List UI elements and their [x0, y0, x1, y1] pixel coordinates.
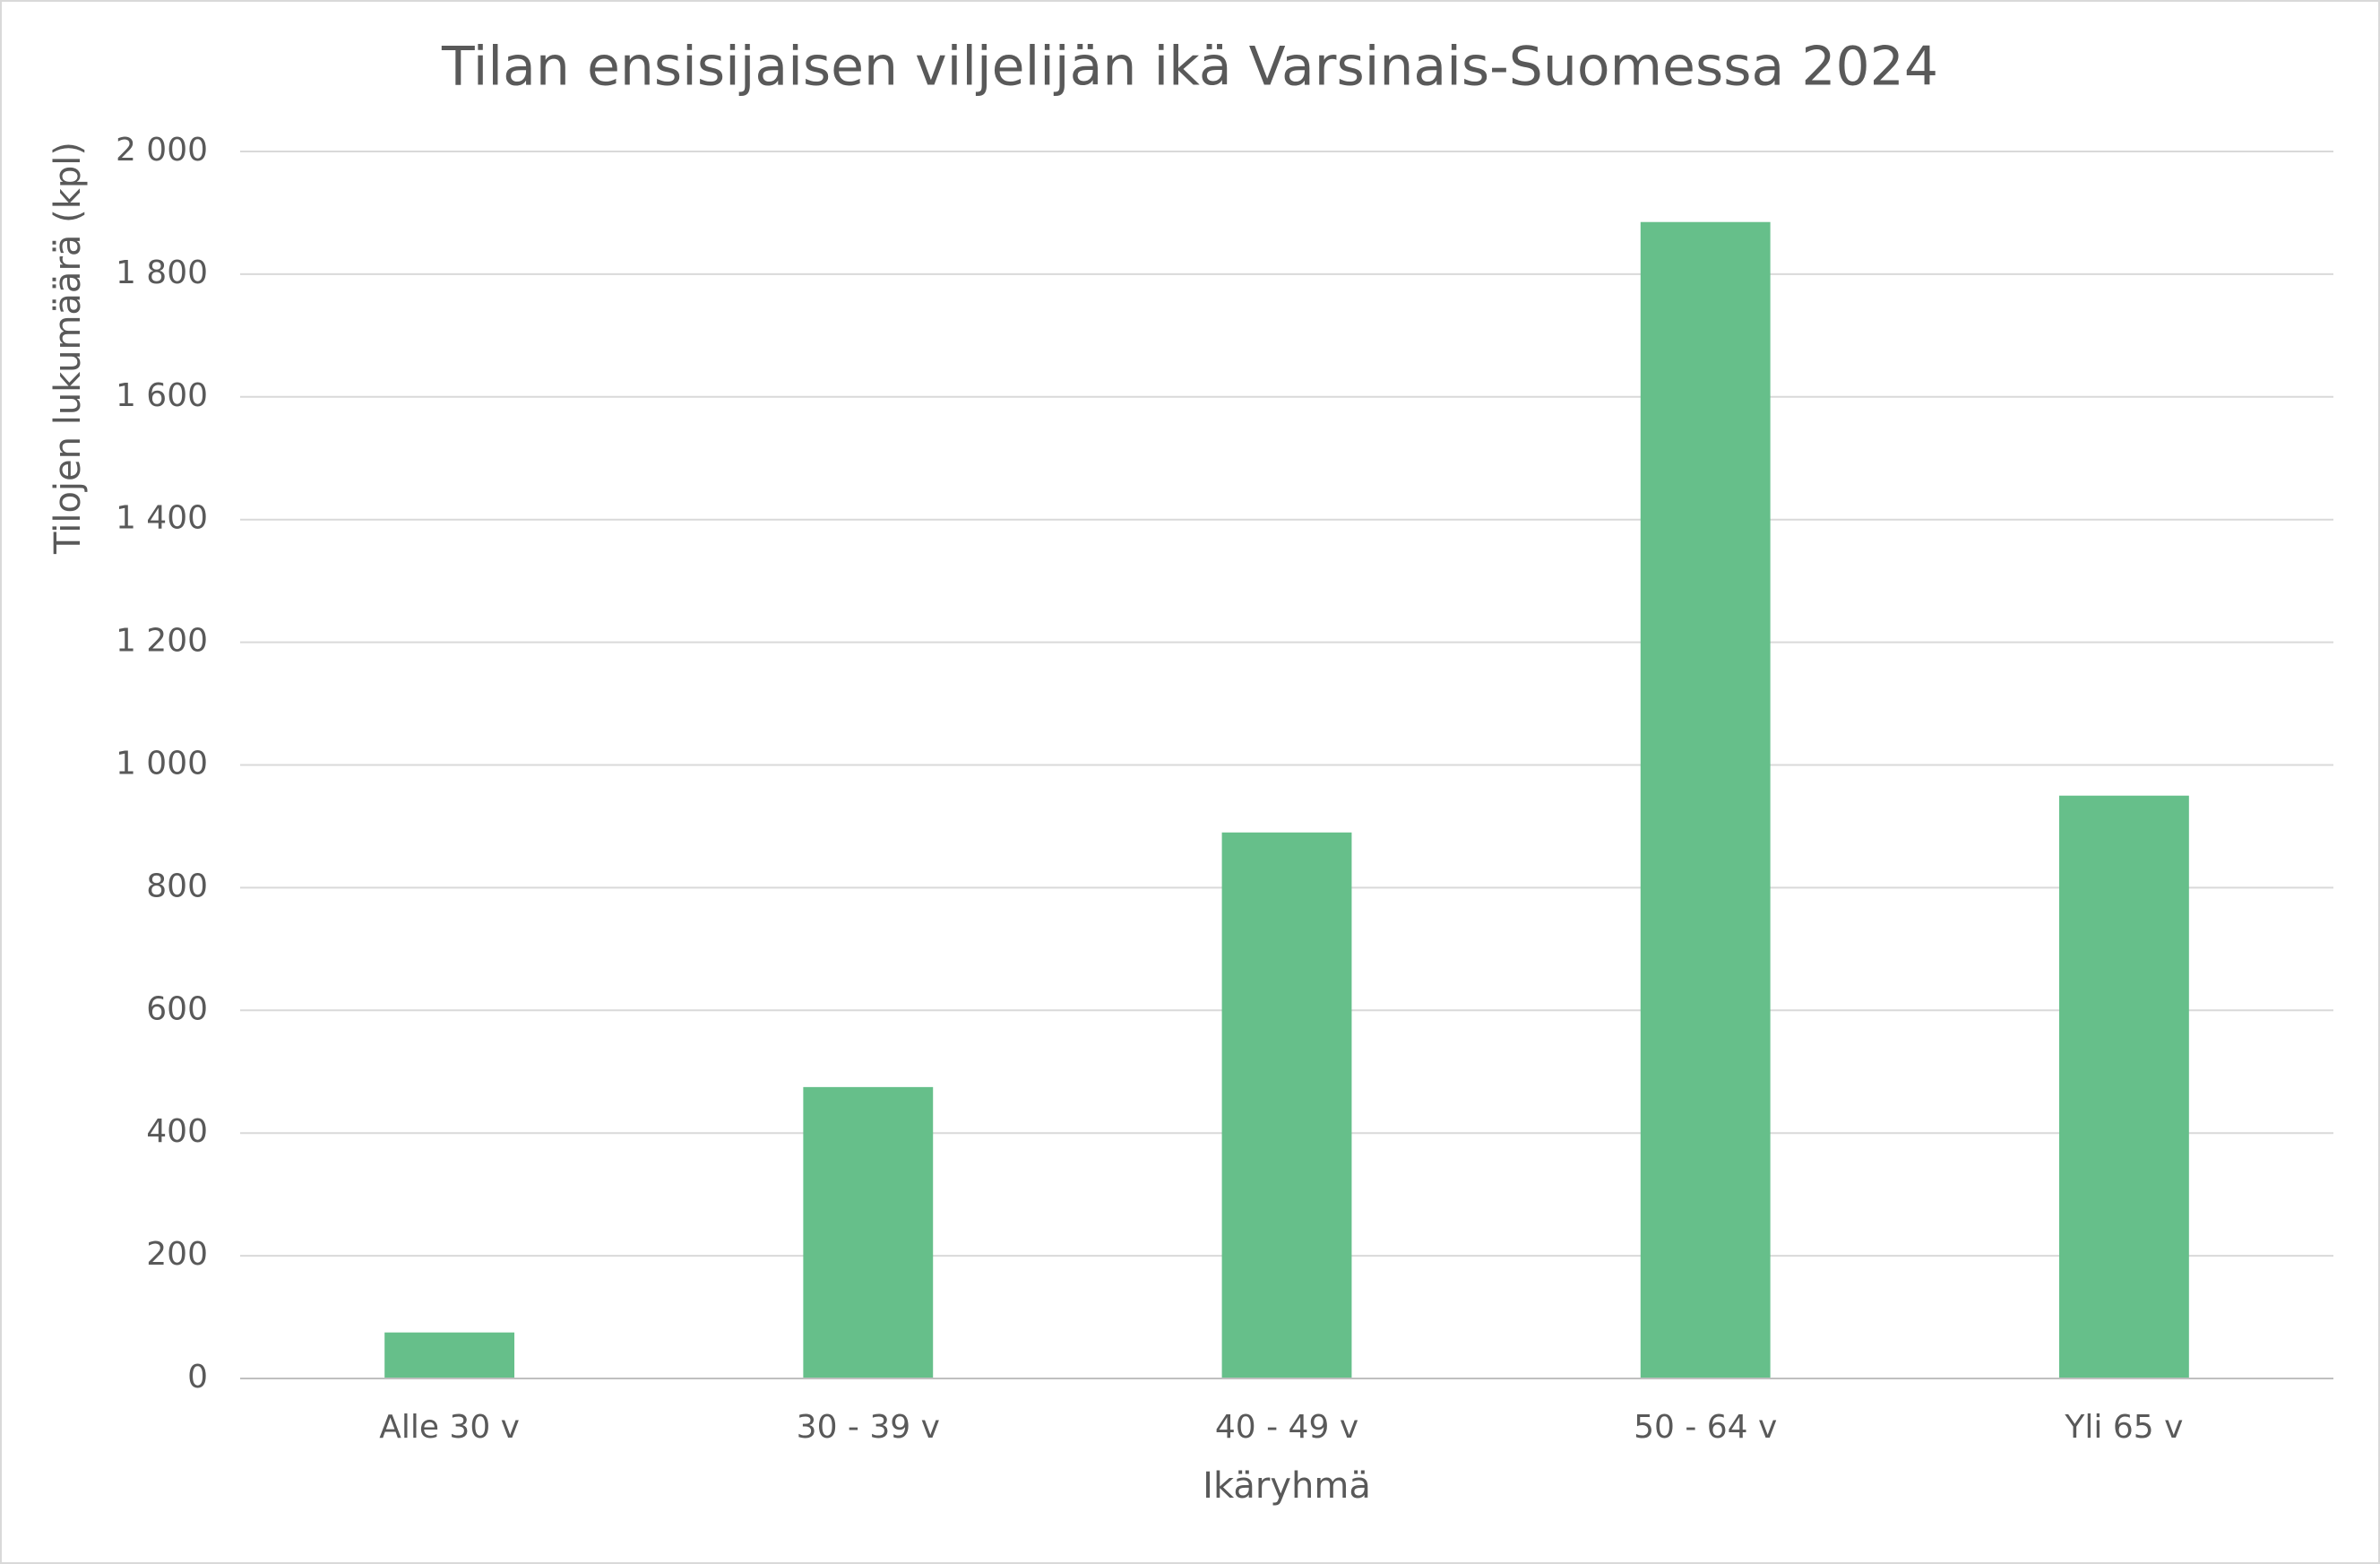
x-tick-label: 40 - 49 v	[1215, 1409, 1358, 1446]
bar	[1221, 832, 1352, 1378]
y-tick-label: 600	[146, 990, 208, 1027]
y-tick-label: 400	[146, 1113, 208, 1150]
x-tick-label: Yli 65 v	[2064, 1409, 2183, 1446]
bar	[2058, 795, 2189, 1378]
y-tick-label: 1 600	[116, 377, 208, 414]
y-tick-label: 1 000	[116, 746, 208, 782]
bar	[803, 1086, 934, 1378]
chart-title: Tilan ensisijaisen viljelijän ikä Varsin…	[441, 36, 1938, 99]
bar	[384, 1332, 515, 1378]
x-tick-label: 30 - 39 v	[797, 1409, 940, 1446]
y-tick-label: 200	[146, 1236, 208, 1273]
y-tick-label: 1 800	[116, 255, 208, 291]
y-tick-label: 1 400	[116, 500, 208, 537]
x-axis-title: Ikäryhmä	[1203, 1465, 1371, 1507]
x-tick-label: Alle 30 v	[379, 1409, 520, 1446]
y-tick-label: 800	[146, 868, 208, 904]
y-axis-title: Tilojen lukumäärä (kpl)	[47, 142, 89, 555]
y-tick-label: 2 000	[116, 132, 208, 168]
x-tick-label: 50 - 64 v	[1634, 1409, 1777, 1446]
bar	[1640, 221, 1771, 1378]
y-tick-label: 0	[187, 1359, 208, 1396]
y-tick-label: 1 200	[116, 623, 208, 660]
